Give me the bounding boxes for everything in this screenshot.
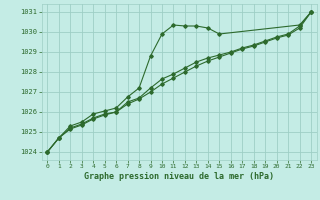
- X-axis label: Graphe pression niveau de la mer (hPa): Graphe pression niveau de la mer (hPa): [84, 172, 274, 181]
